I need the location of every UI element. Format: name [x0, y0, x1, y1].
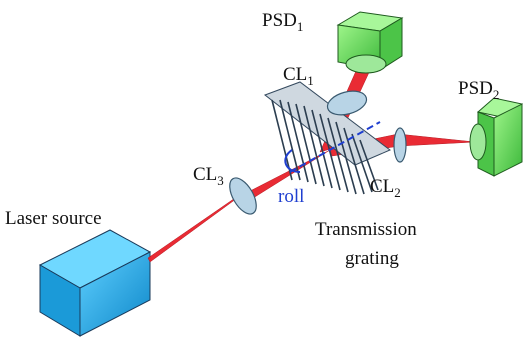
psd2-label: PSD2 [458, 78, 499, 102]
label-sub: 1 [297, 19, 304, 34]
psd1-box [338, 12, 402, 73]
psd2-box [470, 98, 522, 176]
label-sub: 3 [217, 173, 224, 188]
label-sub: 2 [493, 87, 500, 102]
cl3-label: CL3 [193, 164, 224, 188]
psd1-label: PSD1 [262, 10, 303, 34]
laser-box [40, 230, 150, 336]
label-main: PSD [262, 10, 297, 31]
grating-label-line: grating [345, 248, 399, 269]
laser-label: Laser source [5, 208, 102, 229]
label-sub: 1 [307, 73, 314, 88]
grating-label-line: Transmission [315, 219, 417, 240]
label-sub: 2 [394, 185, 401, 200]
diagram: PSD1 PSD2 CL1 CL2 CL3 roll Laser source … [0, 0, 525, 343]
cl2-label: CL2 [370, 176, 401, 200]
label-main: PSD [458, 78, 493, 99]
cl1-label: CL1 [283, 64, 314, 88]
roll-label: roll [278, 186, 304, 207]
label-main: CL [283, 64, 307, 85]
label-main: CL [370, 176, 394, 197]
label-main: CL [193, 164, 217, 185]
